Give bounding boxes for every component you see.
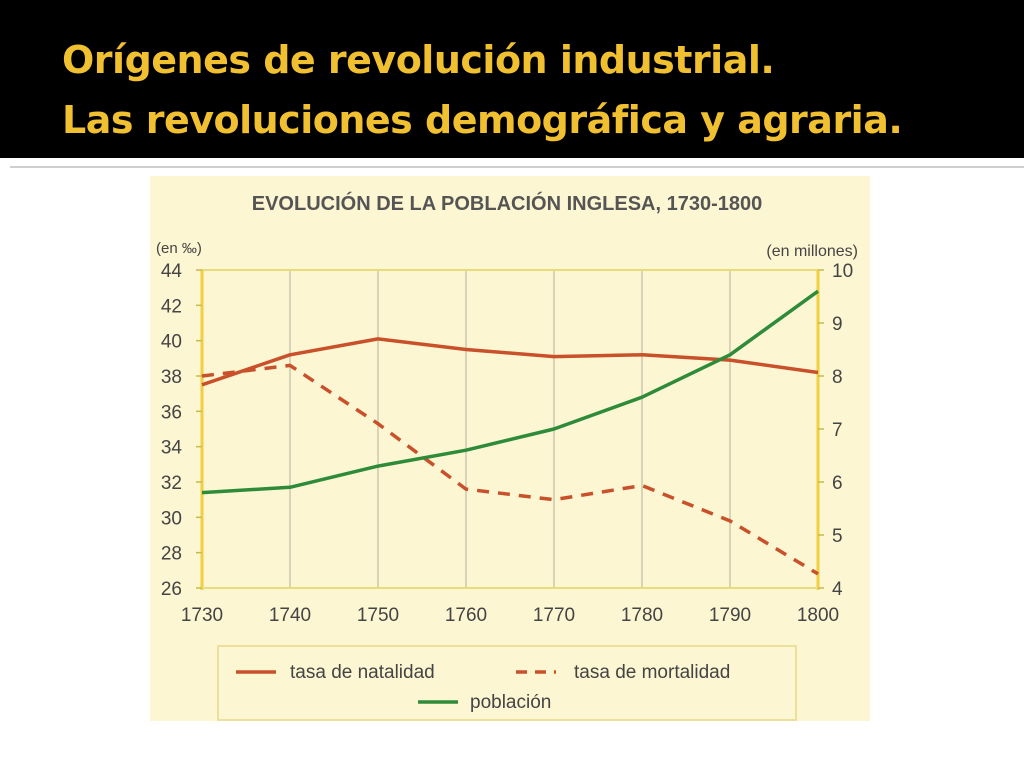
legend-box <box>217 645 797 721</box>
y-left-tick-label: 34 <box>161 438 183 459</box>
chart-title: EVOLUCIÓN DE LA POBLACIÓN INGLESA, 1730-… <box>252 191 762 215</box>
y-left-tick-label: 36 <box>161 402 182 423</box>
y-left-tick-label: 38 <box>161 367 182 388</box>
separator-line <box>10 166 1024 168</box>
legend: tasa de natalidad tasa de mortalidad pobla… <box>217 645 797 721</box>
x-tick-label: 1800 <box>797 605 839 626</box>
y-right-tick-label: 8 <box>832 367 843 388</box>
slide-title-line-2: Las revoluciones demográfica y agraria. <box>62 98 903 142</box>
x-tick-label: 1740 <box>269 605 311 626</box>
legend-label-poblacion: población <box>470 692 551 713</box>
y-right-tick-label: 4 <box>832 579 843 600</box>
series-line-natalidad <box>201 337 819 387</box>
series-layer <box>201 289 820 576</box>
x-tick-label: 1730 <box>181 605 223 626</box>
y-left-tick-label: 42 <box>161 296 182 317</box>
x-tick-label: 1750 <box>357 605 399 626</box>
y-right-tick-label: 6 <box>832 473 843 494</box>
y-left-tick-label: 30 <box>161 508 182 529</box>
legend-label-mortalidad: tasa de mortalidad <box>574 662 730 683</box>
slide-title-line-1: Orígenes de revolución industrial. <box>62 38 775 82</box>
y-left-tick-label: 26 <box>161 579 182 600</box>
y-left-tick-label: 28 <box>161 544 182 565</box>
series-line-mortalidad <box>201 363 819 576</box>
slide-title-bar: Orígenes de revolución industrial. Las r… <box>0 0 1024 158</box>
chart-background <box>150 176 870 721</box>
x-tick-label: 1760 <box>445 605 487 626</box>
series-line-poblacion <box>201 289 820 495</box>
y-left-tick-label: 32 <box>161 473 182 494</box>
x-tick-label: 1790 <box>709 605 751 626</box>
population-chart: EVOLUCIÓN DE LA POBLACIÓN INGLESA, 1730-… <box>150 176 870 721</box>
y-left-tick-label: 44 <box>161 261 183 282</box>
x-tick-label: 1780 <box>621 605 663 626</box>
y-left-axis-label: (en ‰) <box>156 240 202 257</box>
y-right-axis-label: (en millones) <box>766 243 858 260</box>
grid-layer <box>202 269 818 588</box>
y-right-tick-label: 9 <box>832 314 843 335</box>
y-left-tick-label: 40 <box>161 332 182 353</box>
y-right-tick-label: 5 <box>832 526 843 547</box>
y-right-tick-label: 7 <box>832 420 843 441</box>
legend-label-natalidad: tasa de natalidad <box>290 662 435 683</box>
y-right-tick-label: 10 <box>832 261 853 282</box>
x-tick-label: 1770 <box>533 605 575 626</box>
